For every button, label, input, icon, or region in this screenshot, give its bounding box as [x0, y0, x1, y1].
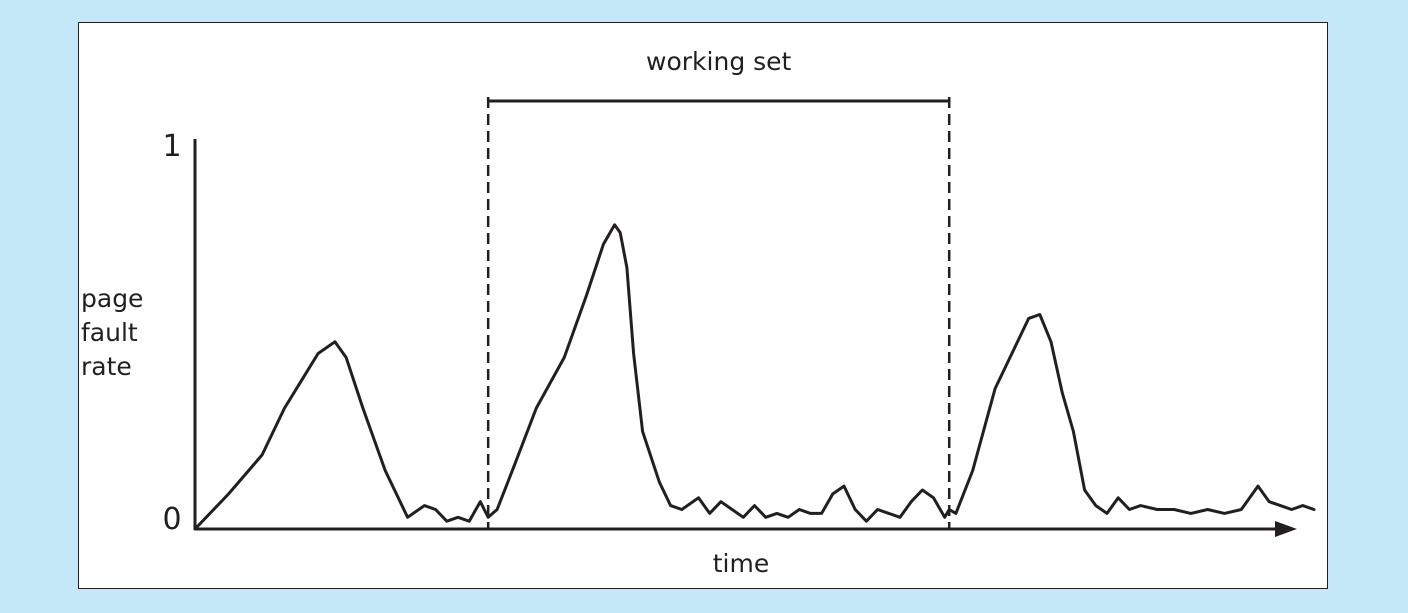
ytick-label-bottom: 0 [162, 502, 181, 537]
chart-svg: 1 0 page fault rate time working set [81, 47, 1316, 578]
x-axis-arrow-icon [1275, 521, 1297, 537]
ylabel-line-3: rate [81, 352, 132, 381]
ytick-label-top: 1 [162, 129, 181, 164]
ylabel-line-2: fault [81, 318, 138, 347]
figure-panel: 1 0 page fault rate time working set [78, 22, 1328, 589]
ylabel-line-1: page [81, 284, 143, 313]
page-fault-rate-line [193, 223, 1316, 531]
xlabel: time [713, 549, 769, 578]
working-set-label: working set [646, 47, 792, 76]
